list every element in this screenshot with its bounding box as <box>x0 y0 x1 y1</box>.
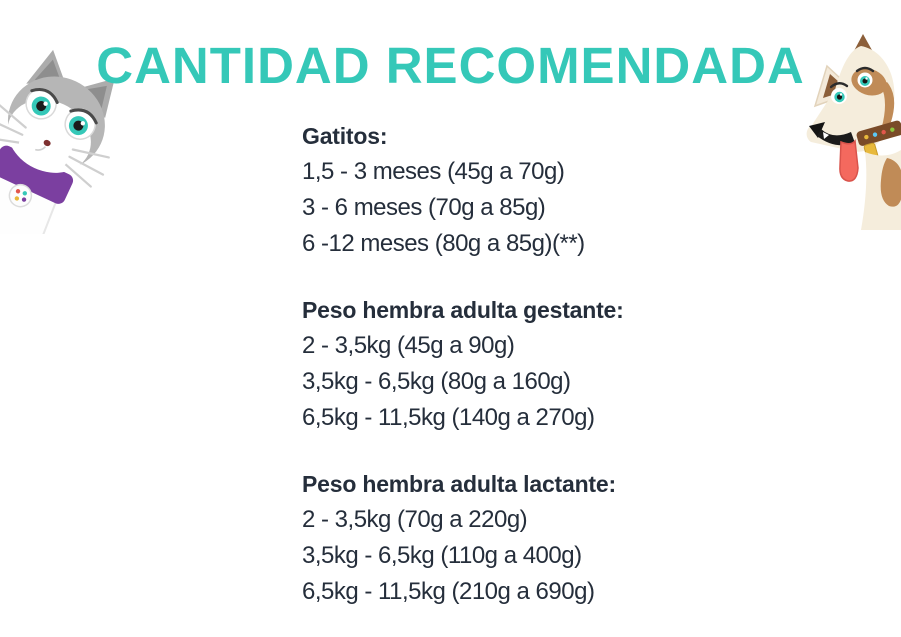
section-heading: Peso hembra adulta lactante: <box>302 471 616 497</box>
section-heading: Peso hembra adulta gestante: <box>302 297 624 323</box>
feeding-guide-content: Gatitos: 1,5 - 3 meses (45g a 70g) 3 - 6… <box>302 118 624 637</box>
feeding-range-line: 6,5kg - 11,5kg (210g a 690g) <box>302 578 595 605</box>
feeding-range-line: 2 - 3,5kg (45g a 90g) <box>302 332 515 359</box>
feeding-range-line: 3,5kg - 6,5kg (110g a 400g) <box>302 542 582 569</box>
feeding-range-line: 1,5 - 3 meses (45g a 70g) <box>302 158 565 185</box>
feeding-range-line: 3,5kg - 6,5kg (80g a 160g) <box>302 368 571 395</box>
section-lactante: Peso hembra adulta lactante: 2 - 3,5kg (… <box>302 466 624 610</box>
feeding-range-line: 2 - 3,5kg (70g a 220g) <box>302 506 528 533</box>
feeding-range-line: 6,5kg - 11,5kg (140g a 270g) <box>302 404 595 431</box>
section-heading: Gatitos: <box>302 123 388 149</box>
section-gestante: Peso hembra adulta gestante: 2 - 3,5kg (… <box>302 292 624 436</box>
section-gatitos: Gatitos: 1,5 - 3 meses (45g a 70g) 3 - 6… <box>302 118 624 262</box>
feeding-range-line: 6 -12 meses (80g a 85g)(**) <box>302 230 585 257</box>
page-title: CANTIDAD RECOMENDADA <box>96 37 805 94</box>
feeding-range-line: 3 - 6 meses (70g a 85g) <box>302 194 546 221</box>
